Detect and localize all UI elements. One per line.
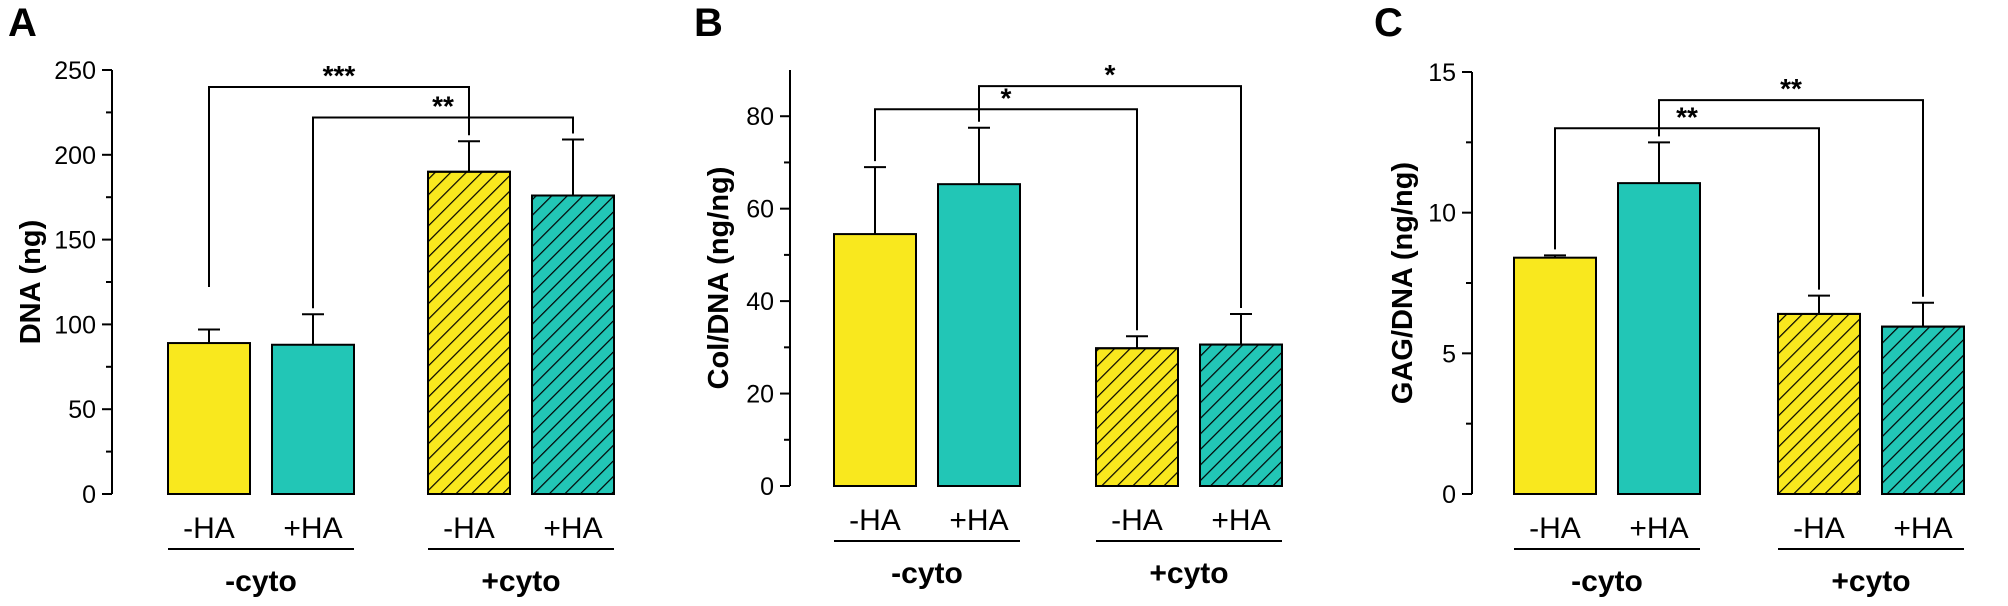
- x-category-label: -HA: [1793, 512, 1845, 545]
- significance-bracket: [208, 85, 470, 287]
- bar: [271, 343, 355, 496]
- y-tick-label: 10: [1428, 200, 1456, 228]
- y-tick-label: 60: [746, 196, 774, 224]
- x-category-label: +HA: [949, 504, 1008, 537]
- panel-label: C: [1374, 1, 1403, 45]
- y-tick-label: 50: [68, 396, 96, 424]
- x-category-label: -HA: [183, 512, 235, 545]
- bar-hatch: [1095, 347, 1179, 487]
- chart-panel-a: A DNA (ng) 0 50 100 150 200 250 -HA +HA -HA +HA -cyt…: [8, 1, 615, 598]
- y-tick-label: 250: [54, 57, 96, 85]
- y-tick-label: 150: [54, 227, 96, 255]
- y-tick-label: 20: [746, 381, 774, 409]
- y-axis-label: GAG/DNA (ng/ng): [1387, 162, 1419, 404]
- group-label: -cyto: [891, 557, 963, 590]
- bar: [167, 342, 251, 495]
- bar-hatch: [427, 170, 511, 495]
- bar: [833, 233, 917, 487]
- y-tick-label: 200: [54, 142, 96, 170]
- significance-label: ***: [323, 60, 356, 91]
- significance-label: **: [1780, 73, 1802, 104]
- x-category-label: -HA: [1111, 504, 1163, 537]
- x-category-label: -HA: [849, 504, 901, 537]
- y-tick-label: 5: [1442, 340, 1456, 368]
- x-category-label: +HA: [543, 512, 602, 545]
- significance-label: **: [432, 90, 454, 121]
- bar-hatch: [1777, 312, 1861, 495]
- x-category-label: -HA: [443, 512, 495, 545]
- x-category-label: +HA: [1893, 512, 1952, 545]
- y-axis-label: Col/DNA (ng/ng): [703, 167, 735, 390]
- significance-bracket: [1554, 127, 1820, 290]
- group-label: -cyto: [1571, 565, 1643, 598]
- x-category-label: +HA: [1211, 504, 1270, 537]
- significance-label: *: [1001, 82, 1012, 113]
- group-label: +cyto: [1149, 557, 1228, 590]
- x-category-label: +HA: [283, 512, 342, 545]
- y-tick-label: 80: [746, 103, 774, 131]
- panel-label: B: [694, 1, 723, 45]
- y-axis-label: DNA (ng): [15, 220, 47, 345]
- panel-label: A: [8, 1, 37, 45]
- y-tick-label: 15: [1428, 59, 1456, 87]
- y-tick-label: 100: [54, 311, 96, 339]
- group-label: +cyto: [1831, 565, 1910, 598]
- significance-bracket: [874, 108, 1138, 331]
- x-category-label: +HA: [1629, 512, 1688, 545]
- bar: [1513, 256, 1597, 495]
- x-category-label: -HA: [1529, 512, 1581, 545]
- chart-panel-b: B Col/DNA (ng/ng) 0 20 40 60 80 -HA +HA -HA +HA -cy…: [694, 1, 1283, 590]
- bar-hatch: [1199, 343, 1283, 487]
- bar: [1617, 182, 1701, 495]
- significance-bracket: [978, 85, 1242, 309]
- significance-bracket: [1658, 99, 1924, 297]
- significance-label: **: [1676, 101, 1698, 132]
- chart-panel-c: C GAG/DNA (ng/ng) 0 5 10 15 -HA +HA -HA +HA -cyto +…: [1374, 1, 1965, 598]
- bar-hatch: [531, 194, 615, 495]
- y-tick-label: 40: [746, 288, 774, 316]
- significance-bracket: [312, 116, 574, 309]
- y-tick-label: 0: [82, 481, 96, 509]
- y-tick-label: 0: [1442, 481, 1456, 509]
- group-label: +cyto: [481, 565, 560, 598]
- significance-label: *: [1105, 59, 1116, 90]
- group-label: -cyto: [225, 565, 297, 598]
- bar-hatch: [1881, 325, 1965, 495]
- bar: [937, 183, 1021, 487]
- y-tick-label: 0: [760, 473, 774, 501]
